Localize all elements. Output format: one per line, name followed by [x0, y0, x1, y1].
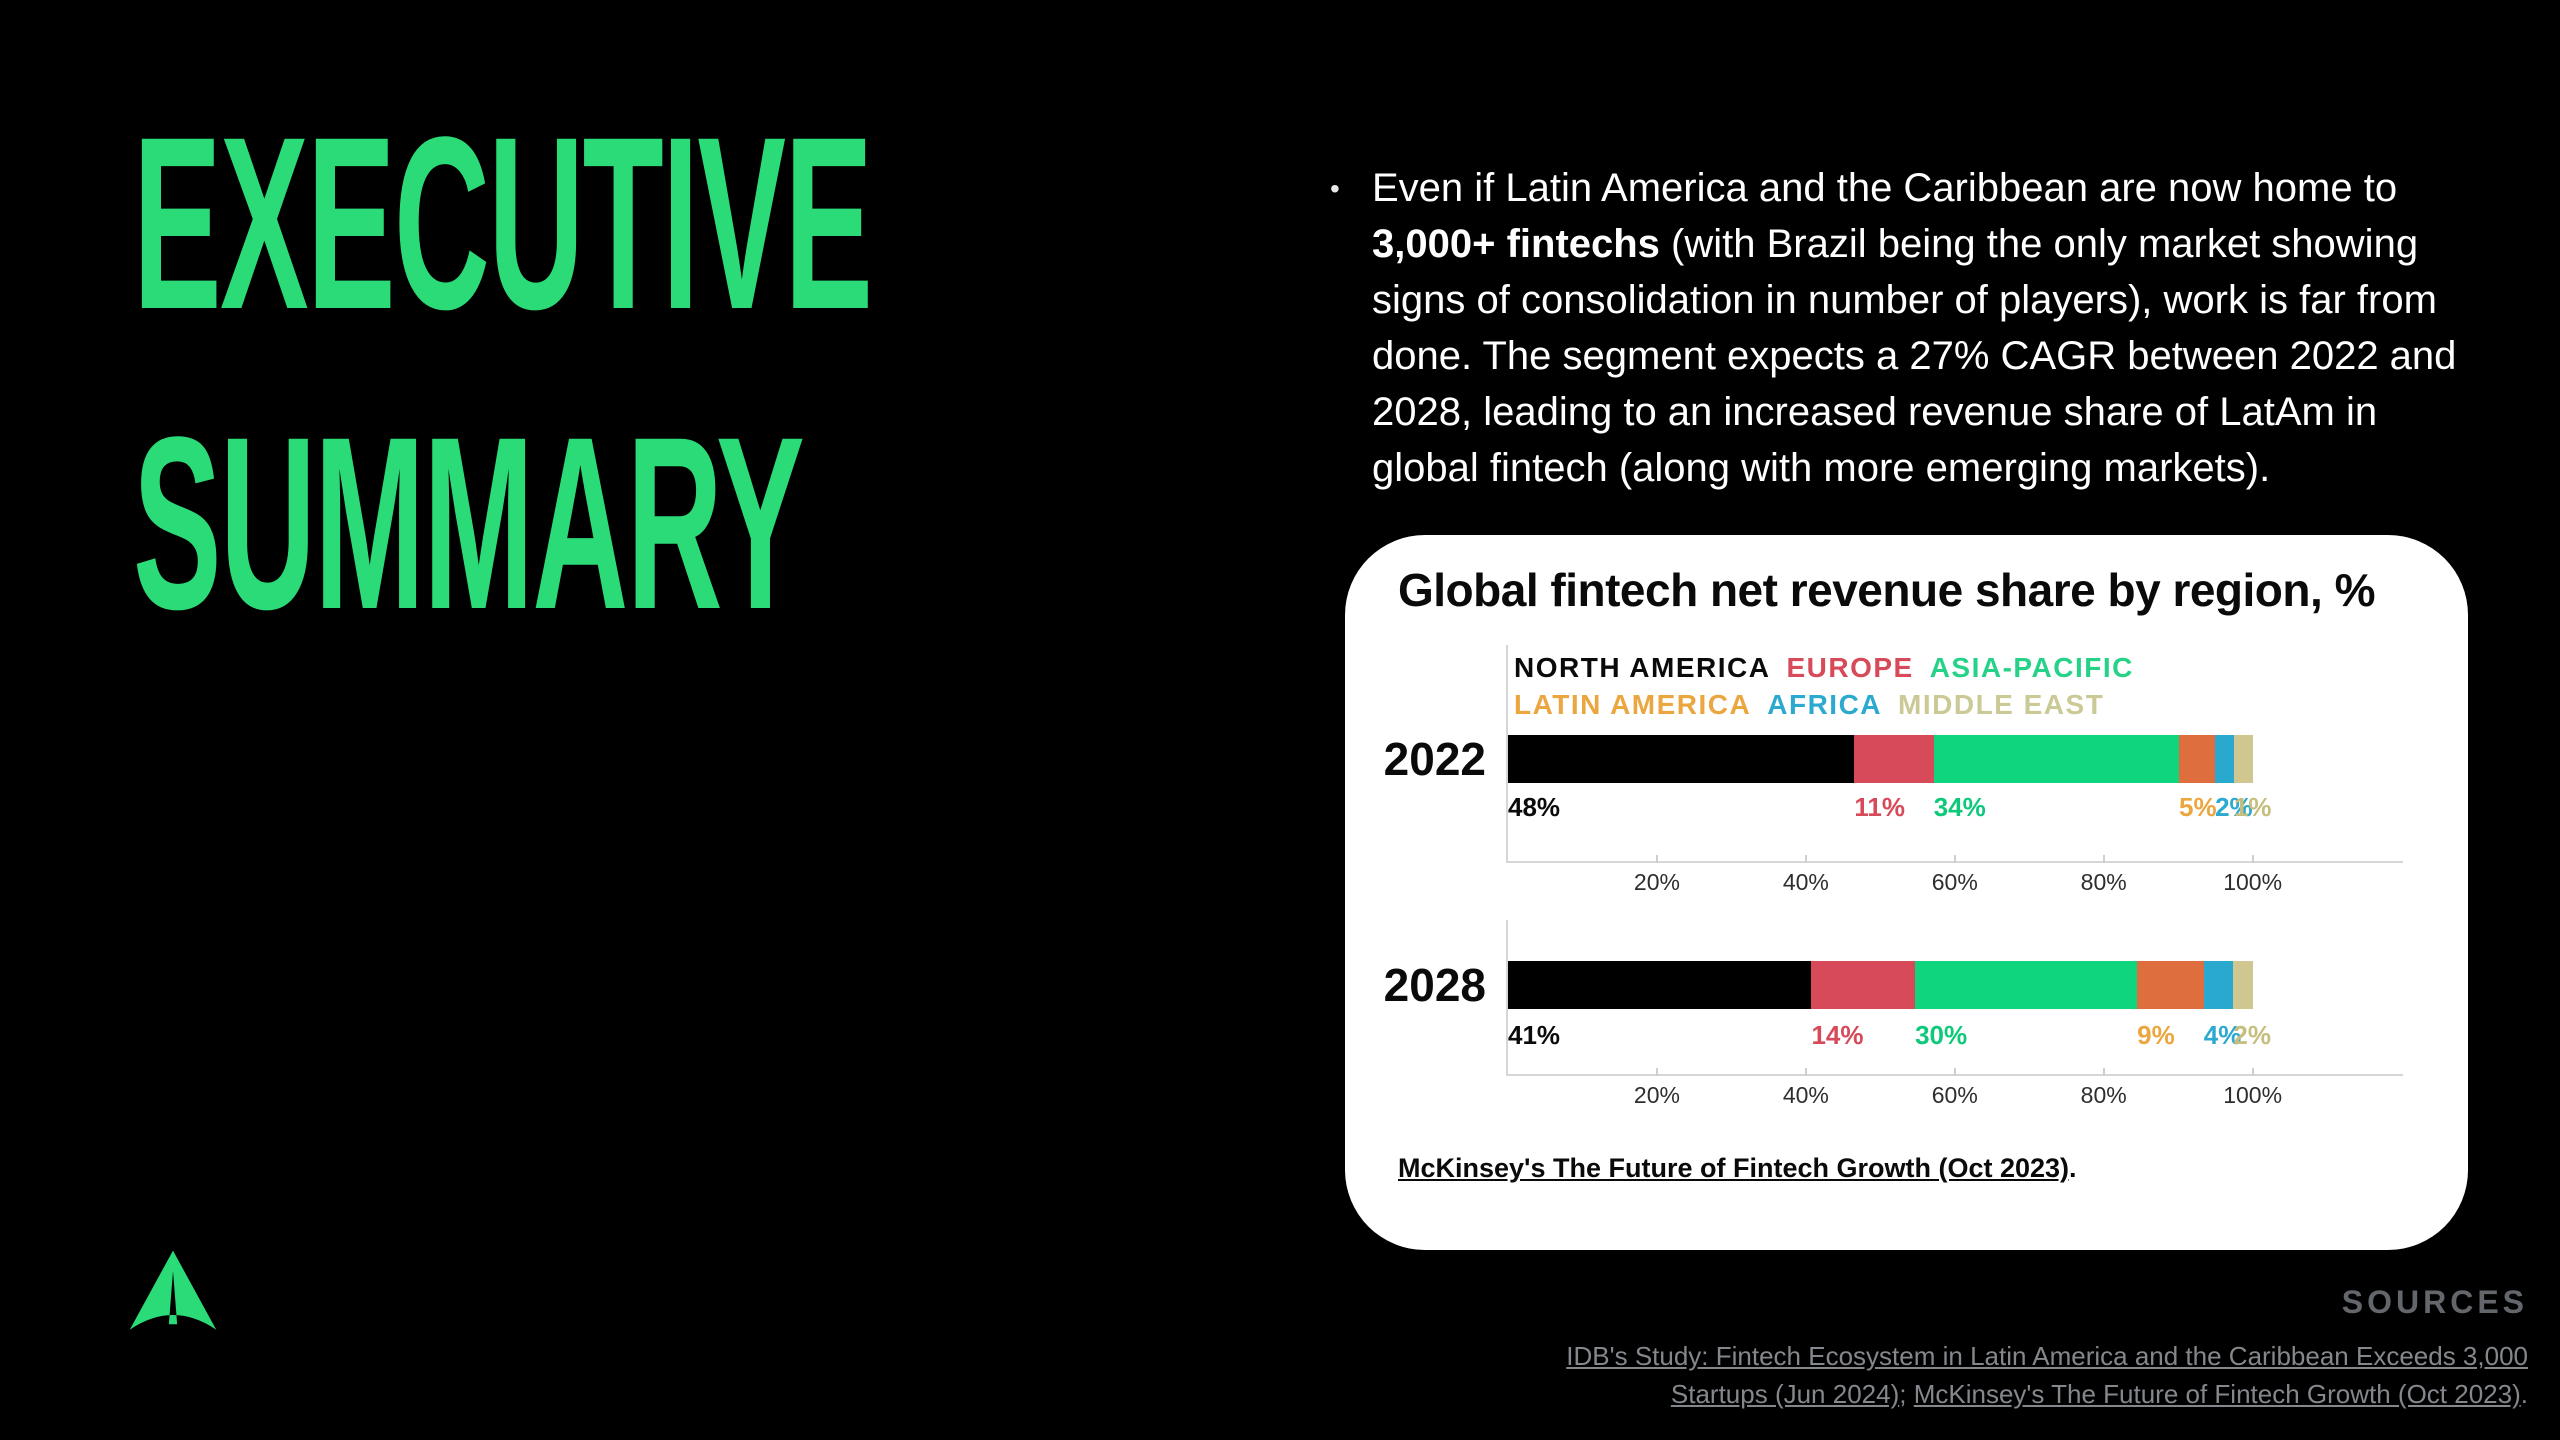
- axis-tick-mark: [1655, 1068, 1658, 1076]
- bar-segment-north-america: [1508, 961, 1812, 1009]
- bullet-line-4: done. The segment expects a 27% CAGR bet…: [1372, 334, 2457, 378]
- legend-item-africa: AFRICA: [1767, 689, 1883, 720]
- chart-card-title: Global fintech net revenue share by regi…: [1398, 564, 2375, 616]
- value-label: 48%: [1508, 792, 1561, 822]
- bar-segment-asia-pacific: [1933, 735, 2179, 783]
- axis-tick-mark: [1804, 1068, 1807, 1076]
- legend-row-2: LATIN AMERICA AFRICA MIDDLE EAST: [1514, 686, 2150, 723]
- bar-segment-africa: [2203, 961, 2234, 1009]
- mckinsey-footer-link[interactable]: McKinsey's The Future of Fintech Growth …: [1913, 1379, 2521, 1409]
- bullet-lines: Even if Latin America and the Caribbean …: [1372, 160, 2456, 496]
- card-source-line: McKinsey's The Future of Fintech Growth …: [1398, 1153, 2077, 1184]
- legend-item-asia-pacific: ASIA-PACIFIC: [1929, 652, 2134, 683]
- bar-segment-north-america: [1508, 735, 1855, 783]
- axis-tick-mark: [2102, 855, 2105, 863]
- arrow-logo-icon: [129, 1250, 217, 1330]
- bullet-marker: •: [1330, 173, 1340, 204]
- plot-area-2028: 41% 14% 30% 9% 4% 2% 20% 40% 60% 80% 100%: [1506, 920, 2403, 1108]
- axis-tick-mark: [1655, 855, 1658, 863]
- x-axis-ticks-2028: 20% 40% 60% 80% 100%: [1508, 1068, 2282, 1112]
- axis-tick-label: 20%: [1633, 869, 1680, 895]
- bullet-line-1: Even if Latin America and the Caribbean …: [1372, 166, 2398, 210]
- bar-segment-middle-east: [2233, 735, 2253, 783]
- bar-segment-latin-america: [2179, 735, 2216, 783]
- axis-tick-mark: [1953, 1068, 1956, 1076]
- axis-tick-label: 100%: [2223, 869, 2283, 895]
- axis-tick-label: 20%: [1633, 1082, 1680, 1108]
- bar-segment-asia-pacific: [1915, 961, 2138, 1009]
- slide-title-line-2: SUMMARY: [133, 386, 805, 661]
- chart-card: Global fintech net revenue share by regi…: [1345, 535, 2468, 1250]
- value-label: 4%: [2203, 1020, 2242, 1050]
- sources-heading: SOURCES: [2341, 1284, 2528, 1320]
- bullet-line-3: signs of consolidation in number of play…: [1372, 278, 2437, 322]
- value-label: 34%: [1933, 792, 1986, 822]
- axis-tick-label: 80%: [2080, 869, 2127, 895]
- card-source-link[interactable]: McKinsey's The Future of Fintech Growth …: [1398, 1153, 2070, 1183]
- sources-terminator: .: [2520, 1379, 2528, 1409]
- axis-tick-label: 40%: [1782, 1082, 1829, 1108]
- axis-tick-label: 60%: [1931, 869, 1978, 895]
- bullet-paragraph: • Even if Latin America and the Caribbea…: [1330, 160, 2520, 496]
- stacked-bar-2028: [1508, 961, 2253, 1009]
- category-label-2022: 2022: [1383, 733, 1486, 785]
- legend-item-latin-america: LATIN AMERICA: [1514, 689, 1752, 720]
- value-label: 14%: [1811, 1020, 1864, 1050]
- bullet-line-5: 2028, leading to an increased revenue sh…: [1372, 390, 2378, 434]
- value-label: 9%: [2137, 1020, 2175, 1050]
- value-label: 41%: [1508, 1020, 1561, 1050]
- card-source-period: .: [2069, 1153, 2077, 1183]
- bar-segment-latin-america: [2137, 961, 2204, 1009]
- axis-tick-mark: [2102, 1068, 2105, 1076]
- value-label: 11%: [1854, 792, 1905, 822]
- axis-tick-label: 80%: [2080, 1082, 2127, 1108]
- value-label: 5%: [2179, 792, 2217, 822]
- legend-row-1: NORTH AMERICA EUROPE ASIA-PACIFIC: [1514, 649, 2150, 686]
- bar-segment-europe: [1811, 961, 1916, 1009]
- company-logo: [127, 1248, 219, 1336]
- axis-tick-mark: [1804, 855, 1807, 863]
- value-labels-2022: 48% 11% 34% 5% 2% 1%: [1508, 792, 2271, 822]
- legend-item-north-america: NORTH AMERICA: [1514, 652, 1771, 683]
- idb-study-link[interactable]: IDB's Study: Fintech Ecosystem in Latin …: [1566, 1341, 2528, 1409]
- axis-tick-mark: [2251, 1068, 2254, 1076]
- value-label: 2%: [2233, 1020, 2271, 1050]
- bullet-bold-text: 3,000+ fintechs: [1372, 222, 1660, 266]
- stacked-bar-2022: [1508, 735, 2253, 783]
- sources-separator: ;: [1899, 1379, 1914, 1409]
- value-label: 30%: [1915, 1020, 1968, 1050]
- bar-segment-middle-east: [2233, 961, 2253, 1009]
- bar-segment-europe: [1854, 735, 1934, 783]
- axis-tick-label: 60%: [1931, 1082, 1978, 1108]
- legend-item-europe: EUROPE: [1786, 652, 1914, 683]
- sources-footer: SOURCES IDB's Study: Fintech Ecosystem i…: [1548, 1284, 2528, 1413]
- value-label: 2%: [2215, 792, 2253, 822]
- slide-title: EXECUTIVE SUMMARY: [133, 74, 873, 674]
- axis-tick-mark: [1953, 855, 1956, 863]
- charts-region: 2022 NORTH AMERICA EUROPE ASIA-PACIFIC LATIN…: [1345, 535, 2468, 1250]
- x-axis-ticks-2022: 20% 40% 60% 80% 100%: [1508, 855, 2282, 899]
- bullet-line-2: 3,000+ fintechs (with Brazil being the o…: [1372, 222, 2419, 266]
- bullet-line-6: global fintech (along with more emerging…: [1372, 446, 2271, 490]
- bar-segment-africa: [2215, 735, 2234, 783]
- value-label: 1%: [2233, 792, 2272, 822]
- category-label-2028: 2028: [1383, 959, 1486, 1011]
- value-labels-2028: 41% 14% 30% 9% 4% 2%: [1508, 1020, 2271, 1050]
- axis-tick-mark: [2251, 855, 2254, 863]
- slide-title-line-1: EXECUTIVE: [133, 86, 873, 361]
- plot-area-2022: NORTH AMERICA EUROPE ASIA-PACIFIC LATIN AME…: [1506, 645, 2403, 895]
- axis-tick-label: 40%: [1782, 869, 1829, 895]
- sources-links: IDB's Study: Fintech Ecosystem in Latin …: [1548, 1337, 2528, 1413]
- axis-tick-label: 100%: [2223, 1082, 2283, 1108]
- chart-legend: NORTH AMERICA EUROPE ASIA-PACIFIC LATIN AME…: [1514, 649, 2150, 723]
- legend-item-middle-east: MIDDLE EAST: [1898, 689, 2105, 720]
